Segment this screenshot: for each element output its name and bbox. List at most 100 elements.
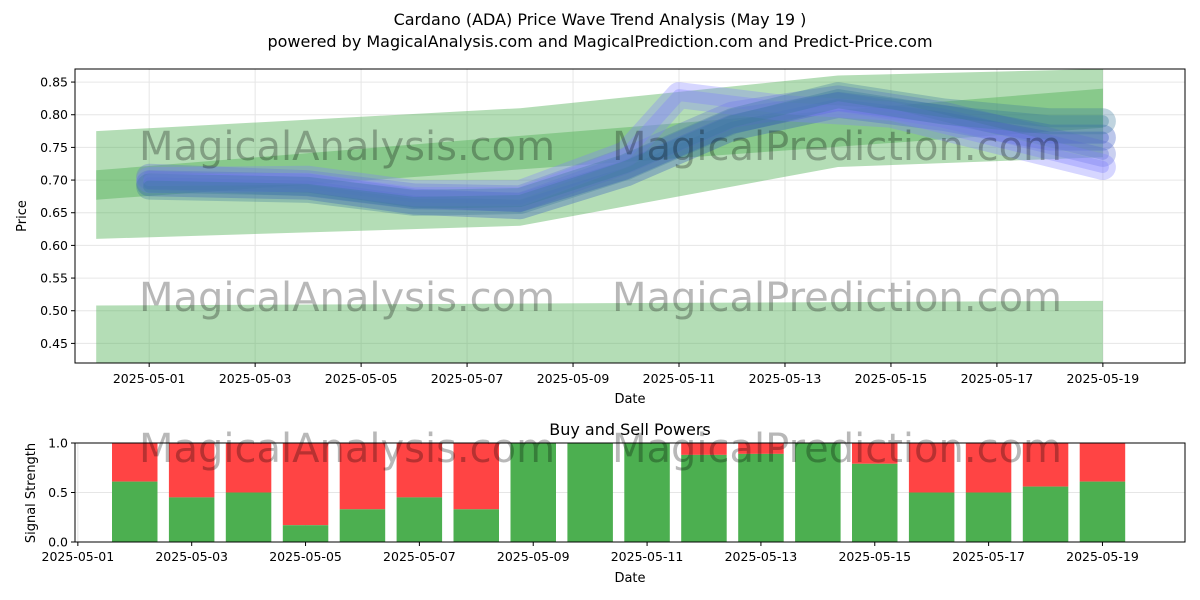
price-wave-line <box>143 92 1109 205</box>
buy-bar <box>1079 481 1126 542</box>
signal-x-label: Date <box>614 571 645 586</box>
signal-watermark: MagicalAnalysis.com <box>139 426 555 472</box>
price-y-tick-label: 0.45 <box>40 336 68 351</box>
signal-x-tick-label: 2025-05-17 <box>952 549 1025 564</box>
signal-x-ticks: 2025-05-01 2025-05-03 2025-05-05 2025-05-07… <box>42 542 1139 564</box>
signal-title: Buy and Sell Powers <box>549 420 711 439</box>
price-wave-line <box>143 98 1109 213</box>
signal-x-tick-label: 2025-05-09 <box>497 549 570 564</box>
price-x-label: Date <box>614 392 645 407</box>
signal-y-tick-label: 1.0 <box>48 436 68 451</box>
price-y-tick-label: 0.80 <box>40 107 68 122</box>
buy-bar <box>282 525 329 542</box>
buy-bar <box>396 497 443 542</box>
sell-bar <box>1022 443 1069 487</box>
signal-x-tick-label: 2025-05-15 <box>838 549 911 564</box>
price-x-tick-label: 2025-05-03 <box>219 371 292 386</box>
signal-x-tick-label: 2025-05-07 <box>383 549 456 564</box>
signal-y-label: Signal Strength <box>24 443 39 543</box>
price-y-ticks: 0.45 0.50 0.55 0.60 0.65 0.70 0.75 0.80 0.85 <box>40 75 75 351</box>
price-x-tick-label: 2025-05-15 <box>855 371 928 386</box>
price-x-tick-label: 2025-05-13 <box>749 371 822 386</box>
chart-subtitle: powered by MagicalAnalysis.com and Magic… <box>267 32 932 51</box>
price-y-tick-label: 0.65 <box>40 205 68 220</box>
signal-bars <box>112 443 1126 542</box>
buy-bar <box>908 492 955 542</box>
buy-bar <box>738 453 784 542</box>
signal-y-tick-label: 0.0 <box>48 535 68 550</box>
price-wave-glow <box>136 91 1116 220</box>
buy-bar <box>567 443 613 542</box>
sell-bar <box>339 443 386 510</box>
price-watermarks: MagicalAnalysis.com MagicalAnalysis.com Ma… <box>139 124 1062 321</box>
signal-x-tick-label: 2025-05-05 <box>269 549 342 564</box>
buy-bar <box>965 492 1012 542</box>
sell-bar <box>681 443 727 455</box>
signal-x-tick-label: 2025-05-03 <box>155 549 228 564</box>
price-axes-frame <box>74 68 1186 364</box>
buy-bar <box>510 443 556 542</box>
signal-watermarks: MagicalAnalysis.com MagicalPrediction.com <box>139 426 1062 472</box>
price-wave-glow <box>136 85 1116 212</box>
price-x-tick-label: 2025-05-05 <box>325 371 398 386</box>
buy-bar <box>225 492 272 542</box>
price-x-tick-label: 2025-05-01 <box>113 371 186 386</box>
buy-bar <box>681 454 727 542</box>
price-grid <box>75 69 1185 363</box>
signal-x-tick-label: 2025-05-01 <box>42 549 115 564</box>
price-wave-glow <box>136 82 1116 216</box>
signal-x-tick-label: 2025-05-13 <box>725 549 798 564</box>
signal-panel: Buy and Sell Powers MagicalAnalysis.com M… <box>24 420 1186 586</box>
price-watermark: MagicalPrediction.com <box>612 124 1062 170</box>
price-watermark: MagicalAnalysis.com <box>139 124 555 170</box>
price-panel: MagicalAnalysis.com MagicalAnalysis.com Ma… <box>15 68 1186 407</box>
signal-y-tick-label: 0.5 <box>48 485 68 500</box>
signal-x-tick-label: 2025-05-11 <box>611 549 684 564</box>
price-watermark: MagicalAnalysis.com <box>139 275 555 321</box>
buy-bar <box>168 497 215 542</box>
price-wave-line <box>143 89 1109 200</box>
price-bands <box>96 69 1103 363</box>
sell-bar <box>738 443 784 454</box>
price-wave-glow <box>136 82 1116 207</box>
sell-bar <box>282 443 329 526</box>
sell-bar <box>453 443 499 510</box>
price-y-tick-label: 0.60 <box>40 238 68 253</box>
buy-bar <box>1022 486 1069 542</box>
chart-title: Cardano (ADA) Price Wave Trend Analysis … <box>394 10 807 29</box>
buy-bar <box>624 443 670 542</box>
sell-bar <box>168 443 215 498</box>
sell-bar <box>908 443 955 493</box>
sell-bar <box>225 443 272 493</box>
price-y-tick-label: 0.70 <box>40 173 68 188</box>
price-y-tick-label: 0.50 <box>40 303 68 318</box>
price-wave-line <box>143 89 1109 209</box>
buy-bar <box>795 443 841 542</box>
buy-bar <box>453 509 499 542</box>
buy-bar <box>852 463 898 542</box>
signal-x-tick-label: 2025-05-19 <box>1066 549 1139 564</box>
buy-bar <box>339 509 386 542</box>
price-y-tick-label: 0.55 <box>40 271 68 286</box>
sell-bar <box>1079 443 1126 482</box>
price-band <box>96 300 1103 363</box>
price-x-tick-label: 2025-05-19 <box>1067 371 1140 386</box>
price-y-label: Price <box>15 200 30 232</box>
price-x-tick-label: 2025-05-09 <box>537 371 610 386</box>
sell-bar <box>852 443 898 464</box>
price-watermark: MagicalPrediction.com <box>612 275 1062 321</box>
signal-y-ticks: 0.0 0.5 1.0 <box>48 436 75 550</box>
signal-watermark: MagicalPrediction.com <box>612 426 1062 472</box>
sell-bar <box>396 443 443 498</box>
price-x-tick-label: 2025-05-11 <box>643 371 716 386</box>
price-band <box>96 69 1103 239</box>
price-x-ticks: 2025-05-01 2025-05-03 2025-05-05 2025-05-07… <box>113 363 1139 386</box>
sell-bar <box>965 443 1012 493</box>
price-waves <box>136 82 1116 220</box>
sell-bar <box>112 443 158 482</box>
price-y-tick-label: 0.85 <box>40 75 68 90</box>
price-x-tick-label: 2025-05-17 <box>961 371 1034 386</box>
price-band <box>96 88 1103 200</box>
